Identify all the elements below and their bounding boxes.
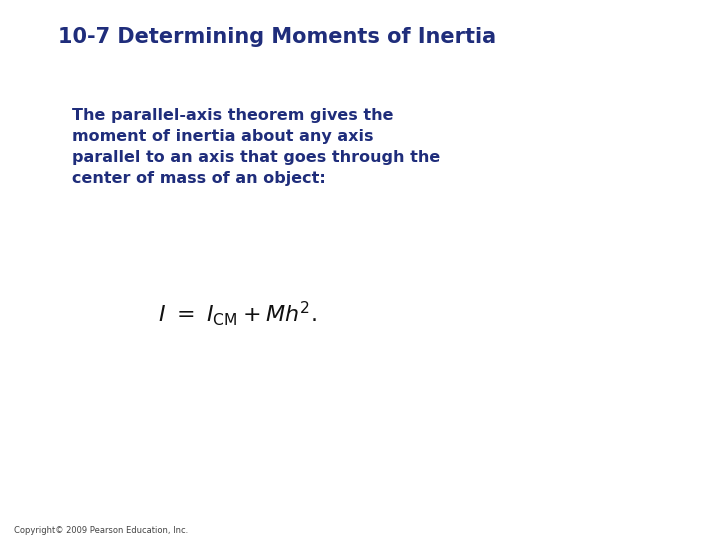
Text: 10-7 Determining Moments of Inertia: 10-7 Determining Moments of Inertia bbox=[58, 27, 496, 47]
Text: The parallel-axis theorem gives the
moment of inertia about any axis
parallel to: The parallel-axis theorem gives the mome… bbox=[72, 108, 440, 186]
Text: Copyright© 2009 Pearson Education, Inc.: Copyright© 2009 Pearson Education, Inc. bbox=[14, 525, 189, 535]
Text: $I \ = \ I_{\mathrm{CM}} + Mh^2.$: $I \ = \ I_{\mathrm{CM}} + Mh^2.$ bbox=[158, 299, 318, 328]
